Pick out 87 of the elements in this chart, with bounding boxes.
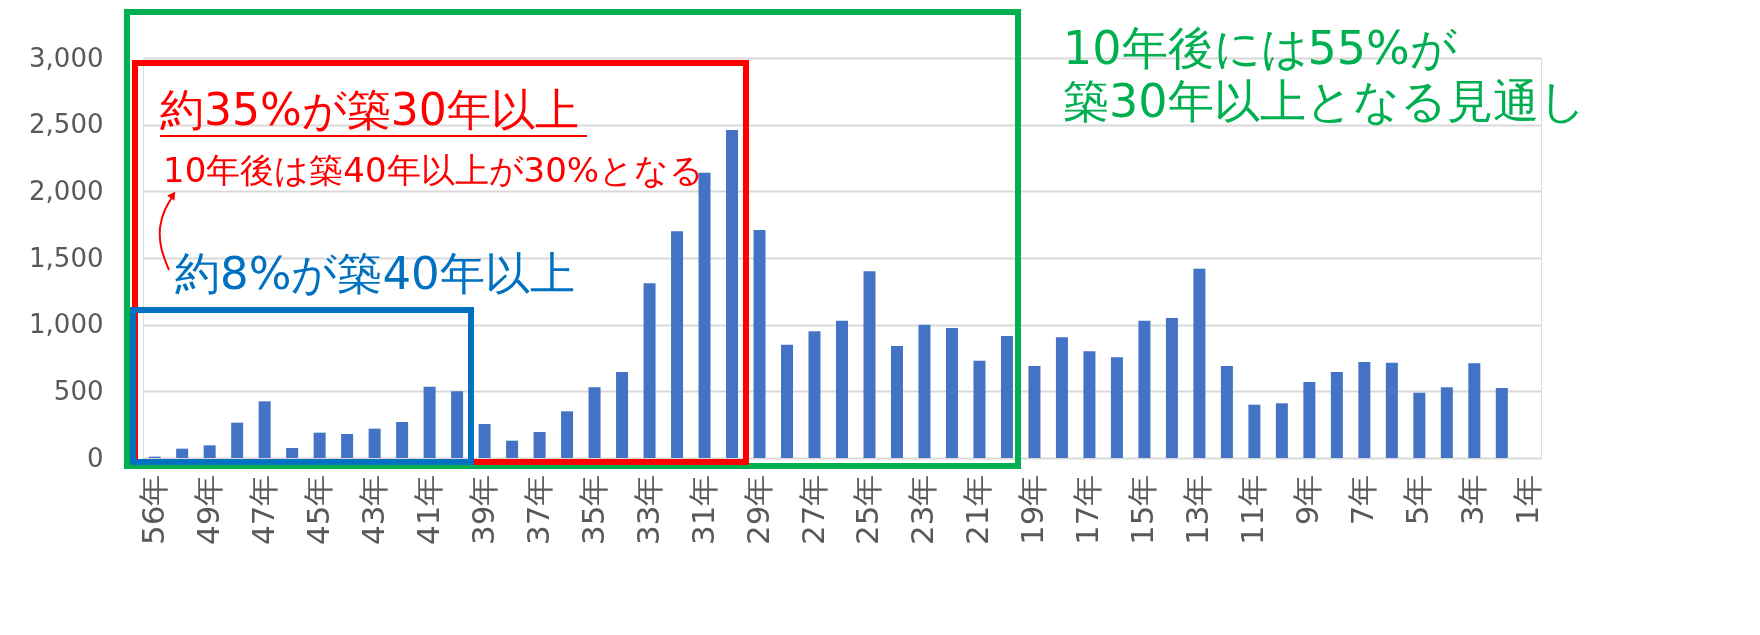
bar [1495,388,1508,458]
bar [726,130,739,458]
y-tick-label: 500 [53,375,104,406]
x-tick-label: 37年 [519,474,556,545]
bar [945,328,958,458]
x-tick-label: 3年 [1454,474,1491,526]
y-tick-label: 2,500 [29,109,104,140]
annotation: 10年後は築40年以上が30%となる [163,150,705,190]
bar [918,324,931,458]
x-tick-label: 19年 [1014,474,1051,545]
y-tick-label: 1,500 [29,242,104,273]
x-tick-label: 31年 [684,474,721,545]
x-tick-label: 39年 [464,474,501,545]
y-tick-label: 1,000 [29,309,104,340]
bar [1440,387,1453,458]
bar [203,445,216,458]
bar [1055,337,1068,458]
x-tick-label: 27年 [794,474,831,545]
y-tick-label: 2,000 [29,175,104,206]
bar [753,230,766,458]
x-tick-label: 5年 [1399,474,1436,526]
bar [396,422,409,458]
bar [1028,366,1041,458]
bar [1165,318,1178,458]
annotation: 約35%が築30年以上 [160,84,579,135]
bar [890,346,903,458]
bar [561,411,574,458]
x-tick-label: 33年 [629,474,666,545]
x-tick-label: 25年 [849,474,886,545]
bar [1275,403,1288,458]
bar [313,432,326,458]
bar [616,372,629,458]
x-tick-label: 9年 [1289,474,1326,526]
x-tick-label: 41年 [409,474,446,545]
bar [506,440,519,458]
bar [286,448,299,458]
bar [1000,336,1013,458]
annotation: 約8%が築40年以上 [175,247,575,300]
x-tick-label: 56年 [134,474,171,545]
bar [423,386,436,458]
bar [1385,362,1398,458]
bar [1220,366,1233,458]
y-tick-label: 3,000 [29,42,104,73]
x-tick-label: 7年 [1344,474,1381,526]
x-tick-label: 45年 [299,474,336,545]
bar [1413,392,1426,458]
bar [643,283,656,458]
bar [671,231,684,458]
x-tick-label: 13年 [1179,474,1216,545]
bar [231,422,244,458]
x-tick-label: 29年 [739,474,776,545]
bar [1138,320,1151,458]
bar [836,320,848,458]
bar [478,424,491,458]
bar [341,434,354,458]
bar [258,401,271,458]
x-tick-label: 15年 [1124,474,1161,545]
x-tick-label: 47年 [244,474,281,545]
x-tick-label: 35年 [574,474,611,545]
bar [368,428,381,458]
bar [176,448,189,458]
y-tick-label: 0 [86,442,104,473]
bar [1110,357,1123,458]
bar [808,331,821,458]
x-tick-label: 23年 [904,474,941,545]
x-tick-label: 43年 [354,474,391,545]
annotation: 築30年以上となる見通し [1063,74,1586,128]
annotation: 10年後には55%が [1063,21,1457,75]
bar [863,271,876,458]
bar [1193,268,1206,458]
bar [1248,404,1261,458]
bar [533,432,546,458]
bar [1358,362,1371,458]
x-tick-label: 21年 [959,474,996,545]
bar [451,391,464,458]
x-tick-label: 17年 [1069,474,1106,545]
bar [1083,351,1096,458]
bar [973,360,986,458]
bar [588,387,601,458]
x-tick-label: 11年 [1234,474,1271,545]
x-tick-label: 49年 [189,474,226,545]
bar [781,344,794,458]
bar [698,172,711,458]
x-tick-label: 1年 [1509,474,1546,526]
bar [1303,382,1316,458]
bar [1330,372,1343,458]
bar [1468,363,1481,458]
